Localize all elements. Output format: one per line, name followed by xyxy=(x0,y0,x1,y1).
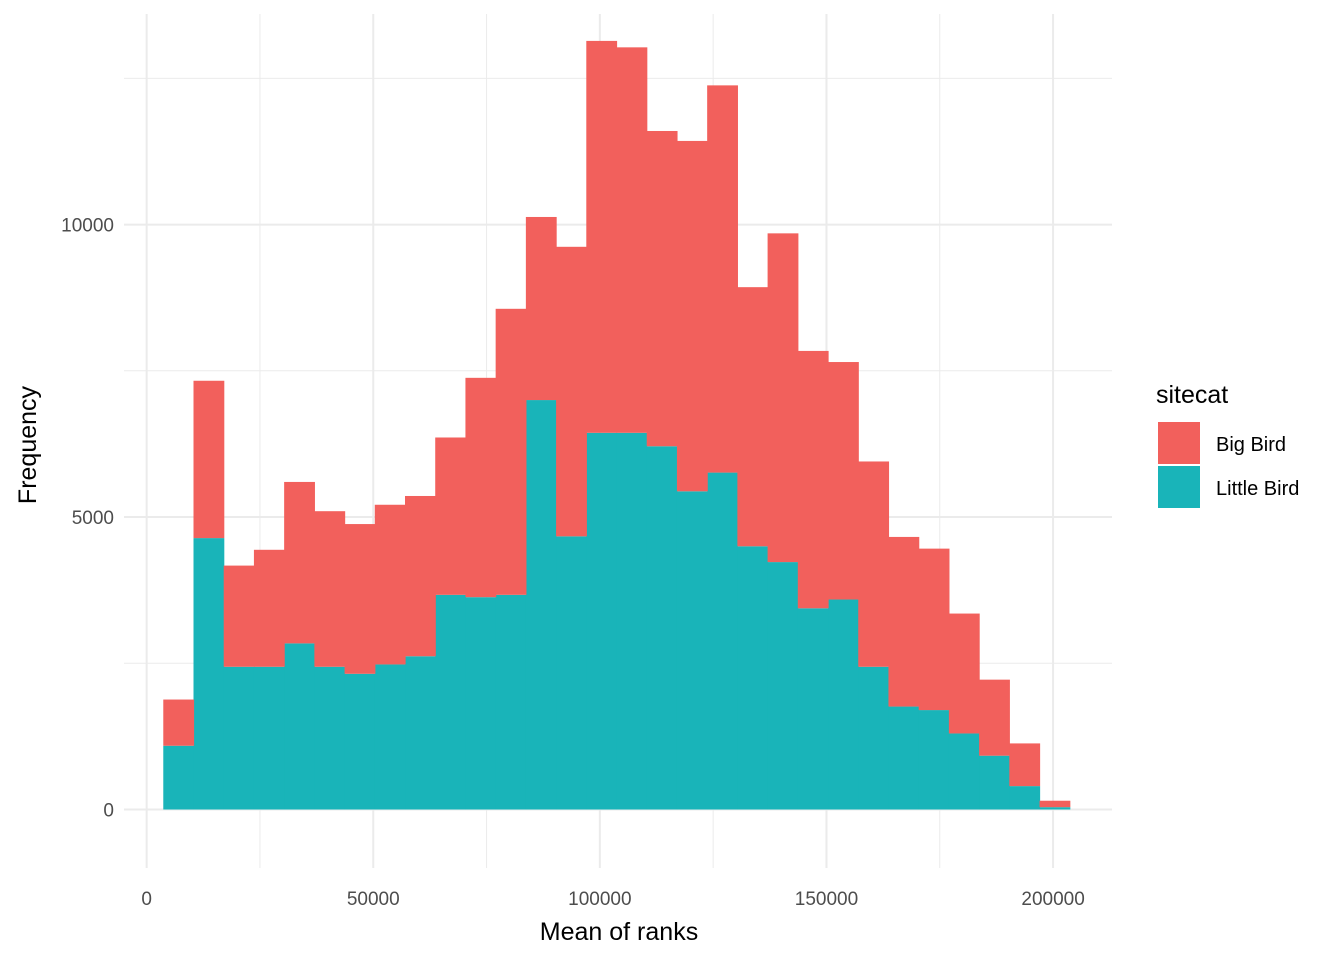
bar xyxy=(828,599,859,810)
bar xyxy=(344,524,376,674)
legend: sitecat Big Bird Little Bird xyxy=(1156,381,1299,508)
bar xyxy=(465,377,497,598)
legend-swatch xyxy=(1158,466,1200,508)
bar xyxy=(465,597,497,810)
bar xyxy=(797,608,829,810)
bar xyxy=(223,666,255,810)
x-axis-ticks: 0 50000 100000 150000 200000 xyxy=(141,889,1084,910)
bar xyxy=(948,613,980,734)
bar xyxy=(374,664,406,810)
bar xyxy=(797,350,829,609)
x-axis-title: Mean of ranks xyxy=(540,918,698,946)
bar xyxy=(586,432,618,810)
bar xyxy=(676,491,708,810)
legend-label: Big Bird xyxy=(1216,434,1286,456)
bar xyxy=(918,548,950,711)
bar xyxy=(858,666,890,810)
x-tick-label: 0 xyxy=(141,889,152,910)
series-little-bird xyxy=(163,400,1071,810)
y-axis-title: Frequency xyxy=(14,385,42,504)
bar xyxy=(495,308,527,595)
bar xyxy=(223,565,255,667)
y-tick-label: 10000 xyxy=(61,216,114,237)
bar xyxy=(767,233,799,563)
bar xyxy=(888,706,920,810)
bar xyxy=(1009,786,1041,810)
bar xyxy=(405,656,436,810)
bar xyxy=(163,699,195,746)
bar xyxy=(284,643,315,810)
bar xyxy=(616,432,648,810)
bars xyxy=(163,40,1071,810)
bar xyxy=(405,495,436,657)
bar xyxy=(193,380,225,539)
bar xyxy=(828,362,859,600)
bar xyxy=(314,511,346,667)
bar xyxy=(253,666,285,810)
legend-label: Little Bird xyxy=(1216,478,1299,500)
bar xyxy=(435,437,467,595)
x-tick-label: 200000 xyxy=(1021,889,1084,910)
bar xyxy=(193,538,225,810)
bar xyxy=(646,130,678,447)
x-tick-label: 100000 xyxy=(568,889,631,910)
bar xyxy=(374,504,406,665)
legend-title: sitecat xyxy=(1156,381,1228,409)
bar xyxy=(737,287,769,547)
series-big-bird xyxy=(163,40,1071,808)
bar xyxy=(1039,807,1071,810)
x-tick-label: 150000 xyxy=(795,889,858,910)
bar xyxy=(525,216,557,401)
bar xyxy=(314,666,346,810)
bar xyxy=(1009,743,1041,787)
bar xyxy=(767,562,799,810)
bar xyxy=(556,536,587,810)
y-tick-label: 5000 xyxy=(72,508,114,529)
bar xyxy=(918,710,950,810)
bar xyxy=(979,755,1010,810)
legend-swatch xyxy=(1158,422,1200,464)
bar xyxy=(979,679,1010,756)
y-tick-label: 0 xyxy=(103,801,114,822)
bar xyxy=(1039,800,1071,808)
bar xyxy=(707,472,738,810)
bar xyxy=(586,40,618,433)
bar xyxy=(556,246,587,537)
bar xyxy=(344,673,376,810)
bar xyxy=(858,461,890,667)
bar xyxy=(435,594,467,810)
bar xyxy=(525,400,557,810)
bar xyxy=(676,140,708,492)
bar xyxy=(737,546,769,810)
bar xyxy=(646,446,678,810)
bar xyxy=(888,536,920,707)
bar xyxy=(163,745,195,810)
bar xyxy=(495,594,527,810)
bar xyxy=(284,481,315,644)
bar xyxy=(707,85,738,473)
bar xyxy=(616,47,648,433)
bar xyxy=(253,549,285,667)
x-tick-label: 50000 xyxy=(347,889,400,910)
y-axis-ticks: 0 5000 10000 xyxy=(61,216,114,822)
bar xyxy=(948,733,980,810)
